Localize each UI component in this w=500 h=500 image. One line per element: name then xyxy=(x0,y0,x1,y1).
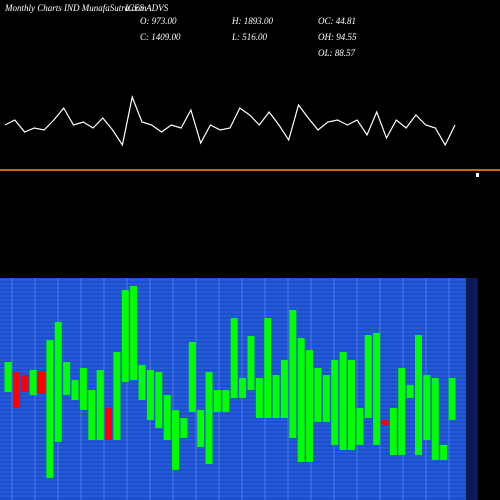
candle xyxy=(272,375,280,418)
candle xyxy=(314,368,322,422)
candle xyxy=(247,336,255,390)
stat: OL: 88.57 xyxy=(318,48,356,58)
candle xyxy=(38,371,46,393)
candle xyxy=(113,352,121,440)
stat: H: 1893.00 xyxy=(231,16,273,26)
price-line xyxy=(4,94,456,147)
candle xyxy=(306,350,314,462)
candle xyxy=(121,290,129,382)
candle xyxy=(146,370,154,420)
candle xyxy=(398,368,406,455)
stat: OC: 44.81 xyxy=(318,16,356,26)
candle xyxy=(264,318,272,418)
stat: O: 973.00 xyxy=(140,16,177,26)
candle xyxy=(331,360,339,445)
stat: L: 516.00 xyxy=(231,32,268,42)
candle xyxy=(88,390,96,440)
stat: C: 1409.00 xyxy=(140,32,181,42)
candle xyxy=(54,322,62,442)
candle xyxy=(356,408,364,445)
chart-title: Monthly Charts IND MunafaSutra.com xyxy=(4,3,147,13)
candle xyxy=(239,378,247,398)
candle xyxy=(205,372,213,464)
candle xyxy=(138,365,146,400)
candle xyxy=(255,378,263,418)
candle xyxy=(440,445,448,460)
candle xyxy=(163,395,171,440)
candle xyxy=(347,360,355,450)
candle xyxy=(172,410,180,470)
candle xyxy=(230,318,238,398)
candle xyxy=(105,408,113,440)
candle xyxy=(364,335,372,418)
candle xyxy=(280,360,288,418)
candle xyxy=(46,340,54,478)
candle xyxy=(322,375,330,422)
candle xyxy=(297,338,305,462)
candle xyxy=(180,418,188,438)
candle xyxy=(155,372,163,428)
stat: OH: 94.55 xyxy=(318,32,357,42)
candle xyxy=(448,378,456,420)
candle xyxy=(406,385,414,398)
candle xyxy=(414,335,422,455)
candle xyxy=(197,410,205,447)
candle xyxy=(188,342,196,412)
candle xyxy=(339,352,347,450)
candle xyxy=(4,362,12,392)
panel-edge xyxy=(466,278,478,500)
marker xyxy=(476,173,479,177)
candle xyxy=(21,375,29,392)
candle xyxy=(423,375,431,440)
candle xyxy=(222,390,230,412)
candle xyxy=(96,370,104,440)
candle xyxy=(12,372,20,408)
candle xyxy=(79,368,87,410)
candle xyxy=(213,390,221,412)
candle xyxy=(71,380,79,400)
candle xyxy=(63,362,71,395)
candle xyxy=(130,286,138,380)
candle xyxy=(381,420,389,425)
candle xyxy=(289,310,297,438)
candle xyxy=(431,378,439,460)
candle xyxy=(373,333,381,445)
candle xyxy=(389,408,397,455)
ticker: ICES ADVS xyxy=(124,3,169,13)
candle xyxy=(29,370,37,395)
